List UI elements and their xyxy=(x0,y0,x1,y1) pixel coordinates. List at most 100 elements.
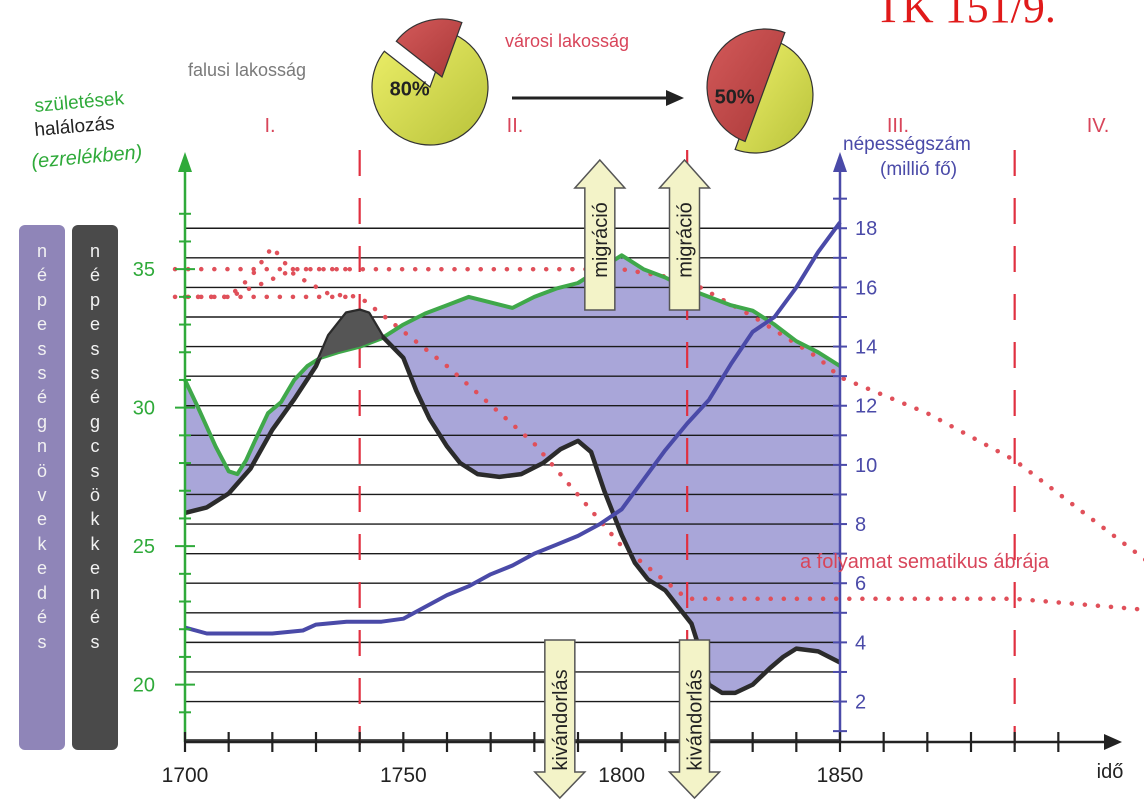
decline-letter: é xyxy=(89,607,100,628)
growth-letter: e xyxy=(36,314,47,335)
growth-letter: s xyxy=(37,363,47,384)
right-tick-label: 14 xyxy=(855,337,877,359)
growth-letter: s xyxy=(37,631,47,652)
decline-letter: s xyxy=(90,631,100,652)
schematic-lines xyxy=(172,243,1144,612)
period-label: II. xyxy=(507,115,524,137)
x-tick-label: 1800 xyxy=(598,764,645,787)
left-tick-label: 25 xyxy=(133,536,155,558)
migration-arrow-right: migráció xyxy=(657,158,712,311)
left-tick-label: 20 xyxy=(133,675,155,697)
migration-label: migráció xyxy=(590,202,612,278)
right-tick-label: 6 xyxy=(855,573,866,595)
decline-letter: s xyxy=(90,363,100,384)
right-axis-unit: (millió fő) xyxy=(880,159,957,180)
migration-arrows: migráció migráció kivándorlás kivándorlás xyxy=(533,158,722,800)
growth-letter: e xyxy=(36,558,47,579)
pie-after: 50% xyxy=(706,28,814,154)
decline-letter: e xyxy=(89,314,100,335)
migration-arrow-shape xyxy=(573,158,627,311)
decline-letter: c xyxy=(90,436,100,457)
migration-arrow-left: migráció xyxy=(573,158,627,311)
population-line xyxy=(184,221,842,636)
pie-urban-slice xyxy=(395,18,463,78)
right-tick-label: 2 xyxy=(855,692,866,714)
growth-letter: ö xyxy=(36,460,47,481)
right-tick-label: 18 xyxy=(855,218,877,240)
x-tick-label: 1850 xyxy=(817,764,864,787)
growth-letter: s xyxy=(37,338,47,359)
decline-letter: n xyxy=(89,582,100,603)
chart-texts: 20 25 30 35 2 4 6 8 10 12 14 16 18 1700 1750 1800 1850 id… xyxy=(31,0,1124,787)
decline-letter: n xyxy=(89,241,100,261)
right-tick-label: 12 xyxy=(855,396,877,418)
left-tick-label: 30 xyxy=(133,398,155,420)
right-tick-label: 16 xyxy=(855,277,877,299)
emigration-arrow-left: kivándorlás xyxy=(533,639,587,800)
pie-charts: 80% 50% xyxy=(371,18,814,154)
decline-letter: e xyxy=(89,558,100,579)
growth-letter: v xyxy=(37,485,47,506)
left-axis-title-unit: (ezrelékben) xyxy=(31,141,144,173)
emigration-arrow-right: kivándorlás xyxy=(667,639,722,800)
decline-letter: k xyxy=(90,509,100,530)
decline-letter: ö xyxy=(89,485,100,506)
right-axis-title: népességszám xyxy=(843,134,971,155)
schematic-title: a folyamat sematikus ábrája xyxy=(800,551,1050,573)
period-label: III. xyxy=(887,115,909,137)
right-tick-label: 10 xyxy=(855,455,877,477)
rural-population-label: falusi lakosság xyxy=(188,60,306,80)
right-axis-arrow xyxy=(833,152,847,172)
right-tick-label: 4 xyxy=(855,632,866,654)
pie-transition-arrowhead xyxy=(666,90,684,106)
growth-letter: g xyxy=(36,411,47,432)
emigration-arrow-shape xyxy=(533,639,587,800)
emigration-label: kivándorlás xyxy=(685,669,707,770)
decline-letter: s xyxy=(90,338,100,359)
x-tick-label: 1750 xyxy=(380,764,427,787)
x-axis-arrow xyxy=(1104,734,1122,750)
header-code: TK 151/9. xyxy=(875,0,1056,32)
emigration-arrow-shape xyxy=(667,639,722,800)
x-tick-label: 1700 xyxy=(162,764,209,787)
decline-letter: p xyxy=(89,289,100,310)
schematic-births xyxy=(182,266,1144,562)
growth-letter: é xyxy=(36,265,47,286)
left-axis-arrow xyxy=(178,152,192,172)
pie-percent-label: 80% xyxy=(390,79,430,101)
growth-letter: n xyxy=(36,436,47,457)
x-axis-title: idő xyxy=(1097,761,1124,783)
growth-letter: d xyxy=(36,582,47,603)
growth-letter: k xyxy=(37,533,47,554)
growth-letter: e xyxy=(36,509,47,530)
axes xyxy=(175,152,1122,752)
schematic-deaths xyxy=(182,243,1144,612)
growth-letter: é xyxy=(36,387,47,408)
urban-population-label: városi lakosság xyxy=(505,31,629,51)
right-tick-label: 8 xyxy=(855,514,866,536)
pie-urban-slice xyxy=(706,28,786,143)
period-label: IV. xyxy=(1087,115,1110,137)
growth-letter: é xyxy=(36,607,47,628)
growth-letter: p xyxy=(36,289,47,310)
growth-letter: n xyxy=(36,241,47,261)
pie-before: 80% xyxy=(371,18,489,146)
migration-arrow-shape xyxy=(657,158,712,311)
gridlines xyxy=(185,227,840,741)
pie-rural-slice xyxy=(371,31,489,146)
decline-letter: é xyxy=(89,265,100,286)
left-axis-title-deaths: halálozás xyxy=(34,113,116,141)
left-tick-label: 35 xyxy=(133,259,155,281)
decline-letter: g xyxy=(89,411,100,432)
period-label: I. xyxy=(264,115,275,137)
migration-label: migráció xyxy=(675,202,697,278)
deaths-exceed-births-fill xyxy=(316,310,382,361)
decline-letter: k xyxy=(90,533,100,554)
births-line xyxy=(183,253,842,477)
pie-percent-label: 50% xyxy=(715,87,755,109)
decline-letter: é xyxy=(89,387,100,408)
